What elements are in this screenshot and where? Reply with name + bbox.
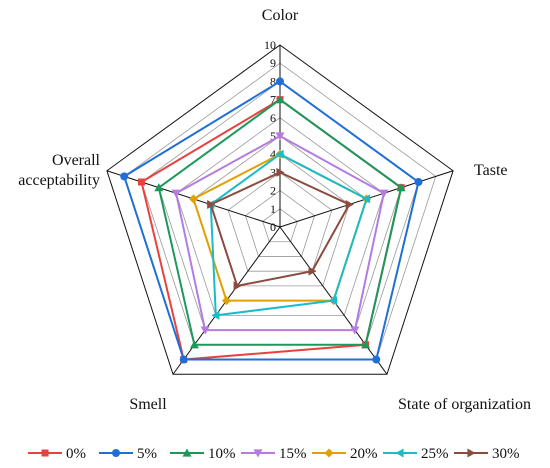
data-point-5pct-0 [276, 77, 284, 86]
radar-spokes [106, 45, 454, 375]
series-line-15pct [175, 134, 385, 332]
radar-series [120, 77, 423, 364]
series-line-30pct [209, 171, 351, 288]
tick-label-5: 5 [270, 129, 276, 143]
grid-ring-1 [262, 208, 298, 243]
data-point-30pct-4 [207, 200, 216, 210]
axis-label-overall-acceptability: Overall acceptability [18, 152, 100, 189]
data-point-20pct-3 [222, 296, 232, 306]
axis-label-taste: Taste [474, 162, 508, 179]
legend-item-5pct: 5% [99, 446, 157, 462]
data-point-25pct-1 [362, 194, 371, 204]
data-point-10pct-1 [396, 183, 406, 192]
data-point-15pct-1 [379, 189, 389, 198]
data-point-30pct-3 [233, 281, 242, 291]
legend-marker-0pct [41, 449, 49, 457]
tick-label-10: 10 [264, 38, 276, 52]
legend-item-20pct: 20% [312, 446, 378, 462]
grid-ring-6 [175, 117, 385, 316]
data-point-10pct-3 [189, 340, 199, 349]
data-point-30pct-1 [345, 200, 354, 210]
legend-label-15pct: 15% [279, 446, 307, 462]
legend-label-5pct: 5% [137, 446, 157, 462]
radar-axis-labels: Color Taste State of organization Smell Over… [18, 7, 531, 413]
series-line-25pct [209, 153, 368, 317]
tick-label-1: 1 [270, 202, 276, 216]
legend-marker-15pct [253, 449, 263, 458]
data-point-10pct-0 [275, 95, 285, 104]
legend-item-15pct: 15% [241, 446, 307, 462]
series-15pct [171, 132, 389, 335]
series-30pct [207, 167, 354, 291]
legend-marker-30pct [467, 448, 476, 458]
tick-label-2: 2 [270, 184, 276, 198]
data-point-25pct-0 [275, 149, 284, 159]
data-point-10pct-2 [361, 340, 371, 349]
data-point-20pct-4 [188, 194, 198, 204]
series-10pct [154, 95, 406, 349]
data-point-0pct-4 [138, 178, 146, 186]
legend-label-0pct: 0% [66, 446, 86, 462]
tick-label-6: 6 [270, 111, 276, 125]
tick-label-8: 8 [270, 74, 276, 88]
legend-item-30pct: 30% [454, 446, 520, 462]
legend-item-0pct: 0% [28, 446, 86, 462]
data-point-30pct-0 [276, 167, 285, 177]
grid-ring-10 [106, 44, 454, 375]
tick-label-4: 4 [270, 147, 276, 161]
tick-label-3: 3 [270, 165, 276, 179]
series-25pct [206, 149, 371, 320]
series-line-5pct [123, 80, 420, 361]
series-5pct [120, 77, 423, 364]
radar-tick-labels: 0 1 2 3 4 5 6 7 8 9 10 [264, 38, 276, 234]
grid-ring-3 [227, 171, 333, 272]
legend-label-30pct: 30% [492, 446, 520, 462]
data-point-10pct-4 [154, 183, 164, 192]
grid-ring-2 [244, 190, 316, 257]
data-point-25pct-2 [328, 296, 338, 306]
tick-label-0: 0 [270, 220, 276, 234]
axis-label-color: Color [262, 7, 299, 24]
legend-marker-10pct [182, 448, 192, 457]
legend-marker-25pct [395, 448, 404, 458]
legend-marker-5pct [112, 449, 120, 457]
tick-label-9: 9 [270, 56, 276, 70]
series-line-10pct [157, 98, 403, 346]
legend-item-10pct: 10% [170, 446, 236, 462]
tick-label-7: 7 [270, 93, 276, 107]
data-point-30pct-2 [308, 266, 317, 276]
data-point-15pct-4 [171, 189, 181, 198]
data-point-15pct-0 [275, 132, 285, 141]
data-point-25pct-3 [211, 310, 220, 320]
axis-label-state-of-organization: State of organization [398, 396, 531, 413]
legend-label-10pct: 10% [208, 446, 236, 462]
axis-label-smell: Smell [129, 396, 167, 413]
data-point-15pct-2 [350, 326, 360, 335]
data-point-5pct-4 [120, 172, 129, 181]
data-point-5pct-3 [179, 355, 188, 364]
legend-marker-20pct [324, 448, 334, 458]
data-point-5pct-1 [414, 178, 423, 187]
legend-label-20pct: 20% [350, 446, 378, 462]
legend-item-25pct: 25% [383, 446, 449, 462]
data-point-15pct-3 [200, 326, 210, 335]
legend-label-25pct: 25% [421, 446, 449, 462]
chart-legend: 0% 5% 10% 15% 20% 25% 30% [28, 446, 520, 462]
data-point-5pct-2 [372, 355, 381, 364]
